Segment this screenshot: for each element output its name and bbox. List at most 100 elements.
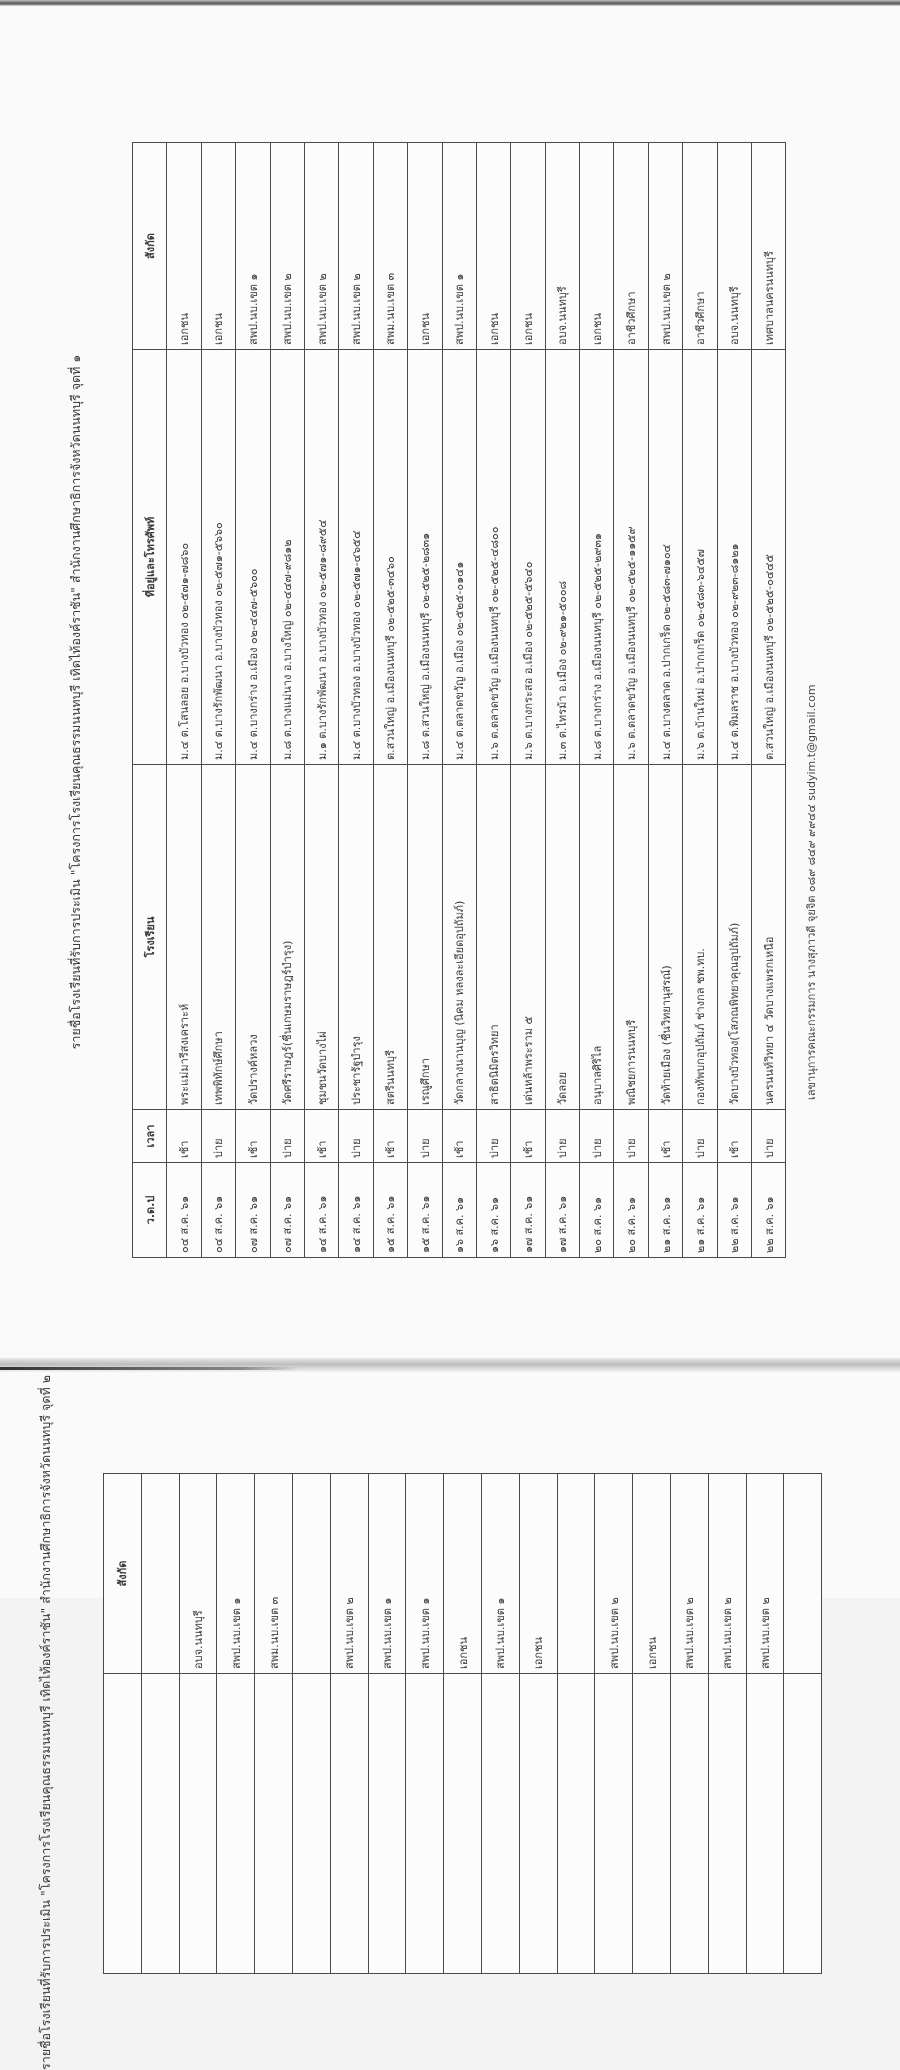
header-affiliation: สังกัด — [103, 1473, 142, 1674]
table-row: ๑๖ ส.ค. ๖๑ เช้า วัดกลางนานบุญ (นิคม หลงละเ… — [442, 142, 477, 1258]
cell-affiliation: สพม.นบ.เขต ๓ — [373, 142, 408, 350]
cell-affiliation — [141, 1473, 180, 1674]
header-school: โรงเรียน — [132, 764, 167, 1110]
cell-address-phone: ม.๔ ต.บางกร่าง อ.เมือง ๐๒-๔๔๗-๕๖๐๐ — [235, 349, 271, 765]
cell-time: บ่าย — [338, 1109, 374, 1163]
cell-school: วัดท้ายเมือง (ชื่นวิทยานุสรณ์) — [648, 764, 683, 1110]
school-schedule-table: ว.ด.ป เวลา โรงเรียน ที่อยู่และโทรศัพท์ ส… — [132, 142, 787, 1258]
table-row: ๑๗ ส.ค. ๖๑ บ่าย วัดลอย ม.๓ ต.ไทรม้า อ.เมือง… — [545, 142, 580, 1258]
cell-school: นครนนท์วิทยา ๔ วัดบางแพรกเหนือ — [751, 764, 786, 1110]
cell-affiliation: สพป.นบ.เขต ๒ — [594, 1473, 633, 1674]
cell-other — [557, 1673, 595, 1974]
cell-time: บ่าย — [407, 1109, 443, 1163]
table-row: ๒๒ ส.ค. ๖๑ บ่าย นครนนท์วิทยา ๔ วัดบางแพรกเ… — [751, 142, 786, 1258]
table-row: สพป.นบ.เขต ๑ — [216, 1473, 255, 1974]
cell-time: เช้า — [235, 1109, 271, 1163]
cell-time: บ่าย — [579, 1109, 614, 1163]
cell-other — [368, 1673, 406, 1974]
cell-other — [405, 1673, 444, 1974]
cell-address-phone: ม.๔ ต.บางรักพัฒนา อ.บางบัวทอง ๐๒-๕๗๑-๕๖๖… — [201, 349, 236, 765]
cell-other — [330, 1673, 369, 1974]
cell-other — [443, 1673, 482, 1974]
cell-date: ๐๔ ส.ค. ๖๑ — [166, 1162, 202, 1258]
table-row: ๒๑ ส.ค. ๖๑ บ่าย กองทัพบกอุปถัมภ์ ช่างกล ชพ… — [682, 142, 718, 1258]
table-row: ๑๖ ส.ค. ๖๑ บ่าย สาธิตนิมิตรวิทยา ม.๖ ต.ตลาด… — [476, 142, 511, 1258]
cell-date: ๒๑ ส.ค. ๖๑ — [648, 1162, 683, 1258]
table-row: อบจ.นนทบุรี — [179, 1473, 217, 1974]
cell-affiliation: เทศบาลนครนนทบุรี — [751, 142, 786, 350]
cell-address-phone: ม.๖ ต.ตลาดขวัญ อ.เมืองนนทบุรี ๐๒-๕๒๕-๔๘๐… — [476, 349, 511, 765]
page-1-title: รายชื่อโรงเรียนที่รับการประเมิน "โครงการ… — [68, 354, 83, 1050]
cell-address-phone: ม.๔ ต.บางตลาด อ.ปากเกร็ด ๐๒-๕๘๓-๗๑๐๔ — [648, 349, 683, 765]
cell-affiliation: สพป.นบ.เขต ๒ — [746, 1473, 784, 1674]
cell-affiliation: สพป.นบ.เขต ๑ — [235, 142, 271, 350]
cell-affiliation: เอกชน — [407, 142, 443, 350]
header-affiliation: สังกัด — [132, 142, 167, 350]
cell-affiliation: เอกชน — [443, 1473, 482, 1674]
cell-affiliation — [292, 1473, 331, 1674]
header-date: ว.ด.ป — [132, 1162, 167, 1258]
table-row: ๑๔ ส.ค. ๖๑ เช้า ชุมชนวัดบางไผ่ ม.๑ ต.บางรัก… — [304, 142, 339, 1258]
cell-address-phone: ม.๑ ต.บางรักพัฒนา อ.บางบัวทอง ๐๒-๕๗๑-๘๙๕… — [304, 349, 339, 765]
cell-school: ประชารัฐบำรุง — [338, 764, 374, 1110]
table-row — [557, 1473, 595, 1974]
table-row: ๐๔ ส.ค. ๖๑ บ่าย เทพพิทักษ์ศึกษา ม.๔ ต.บางรั… — [201, 142, 236, 1258]
cell-affiliation: เอกชน — [579, 142, 614, 350]
cell-affiliation: เอกชน — [519, 1473, 558, 1674]
table-row — [292, 1473, 331, 1974]
cell-date: ๒๒ ส.ค. ๖๑ — [717, 1162, 752, 1258]
cell-affiliation: สพป.นบ.เขต ๒ — [330, 1473, 369, 1674]
table-row — [141, 1473, 180, 1974]
table-row: ๒๐ ส.ค. ๖๑ บ่าย อนุบาลศิริไล ม.๘ ต.บางกร่าง… — [579, 142, 614, 1258]
cell-address-phone: ม.๔ ต.โสนลอย อ.บางบัวทอง ๐๒-๕๗๑-๗๘๖๐ — [166, 349, 202, 765]
scan-top-edge — [0, 0, 900, 6]
cell-affiliation: เอกชน — [201, 142, 236, 350]
cell-date: ๑๖ ส.ค. ๖๑ — [476, 1162, 511, 1258]
table-row: ๐๗ ส.ค. ๖๑ เช้า วัดปรางค์หลวง ม.๔ ต.บางกร่า… — [235, 142, 271, 1258]
cell-school: สาธิตนิมิตรวิทยา — [476, 764, 511, 1110]
cell-affiliation: อบจ.นนทบุรี — [179, 1473, 217, 1674]
cell-other — [708, 1673, 747, 1974]
cell-school: วัดปรางค์หลวง — [235, 764, 271, 1110]
table-header-row: ว.ด.ป เวลา โรงเรียน ที่อยู่และโทรศัพท์ ส… — [132, 142, 167, 1258]
cell-date: ๑๕ ส.ค. ๖๑ — [407, 1162, 443, 1258]
cell-affiliation: สพป.นบ.เขต ๒ — [648, 142, 683, 350]
cell-address-phone: ม.๓ ต.ไทรม้า อ.เมือง ๐๒-๙๒๑-๕๐๐๘ — [545, 349, 580, 765]
cell-affiliation: อาชีวศึกษา — [613, 142, 649, 350]
cell-time: เช้า — [717, 1109, 752, 1163]
cell-school: วัดศรีราษฎร์(ชื่นเกษมราษฎร์บำรุง) — [270, 764, 305, 1110]
header-other — [103, 1673, 142, 1974]
header-address-phone: ที่อยู่และโทรศัพท์ — [132, 349, 167, 765]
table-row: ๐๗ ส.ค. ๖๑ บ่าย วัดศรีราษฎร์(ชื่นเกษมราษฎร… — [270, 142, 305, 1258]
cell-date: ๑๔ ส.ค. ๖๑ — [304, 1162, 339, 1258]
cell-time: เช้า — [648, 1109, 683, 1163]
cell-school: เรณูศึกษา — [407, 764, 443, 1110]
table-row: สพป.นบ.เขต ๒ — [708, 1473, 747, 1974]
cell-affiliation — [783, 1473, 822, 1674]
cell-affiliation: อาชีวศึกษา — [682, 142, 718, 350]
table-row: ๒๑ ส.ค. ๖๑ เช้า วัดท้ายเมือง (ชื่นวิทยานุส… — [648, 142, 683, 1258]
cell-affiliation: เอกชน — [510, 142, 546, 350]
table-row: สพป.นบ.เขต ๒ — [670, 1473, 709, 1974]
cell-date: ๑๕ ส.ค. ๖๑ — [373, 1162, 408, 1258]
page-2-table: สังกัด อบจ.นนทบุรี สพป.นบ.เขต ๑สพม.นบ.เขต… — [103, 1473, 823, 1974]
cell-date: ๑๗ ส.ค. ๖๑ — [510, 1162, 546, 1258]
cell-time: เช้า — [166, 1109, 202, 1163]
cell-time: บ่าย — [270, 1109, 305, 1163]
cell-affiliation: สพป.นบ.เขต ๑ — [481, 1473, 520, 1674]
header-time: เวลา — [132, 1109, 167, 1163]
cell-address-phone: ม.๔ ต.พิมลราช อ.บางบัวทอง ๐๒-๙๒๓-๘๑๒๑ — [717, 349, 752, 765]
cell-affiliation: เอกชน — [476, 142, 511, 350]
table-row: ๐๔ ส.ค. ๖๑ เช้า พระแม่มารีสงเคราะห์ ม.๔ ต.โ… — [166, 142, 202, 1258]
cell-time: เช้า — [304, 1109, 339, 1163]
cell-date: ๒๑ ส.ค. ๖๑ — [682, 1162, 718, 1258]
cell-address-phone: ม.๘ ต.บางกร่าง อ.เมืองนนทบุรี ๐๒-๕๒๕-๒๙๓… — [579, 349, 614, 765]
cell-date: ๒๐ ส.ค. ๖๑ — [579, 1162, 614, 1258]
cell-other — [216, 1673, 255, 1974]
cell-date: ๒๐ ส.ค. ๖๑ — [613, 1162, 649, 1258]
table-row: ๑๔ ส.ค. ๖๑ บ่าย ประชารัฐบำรุง ม.๔ ต.บางบัวท… — [338, 142, 374, 1258]
cell-date: ๐๔ ส.ค. ๖๑ — [201, 1162, 236, 1258]
cell-school: พณิชยการนนทบุรี — [613, 764, 649, 1110]
cell-other — [179, 1673, 217, 1974]
cell-affiliation: สพม.นบ.เขต ๓ — [254, 1473, 293, 1674]
